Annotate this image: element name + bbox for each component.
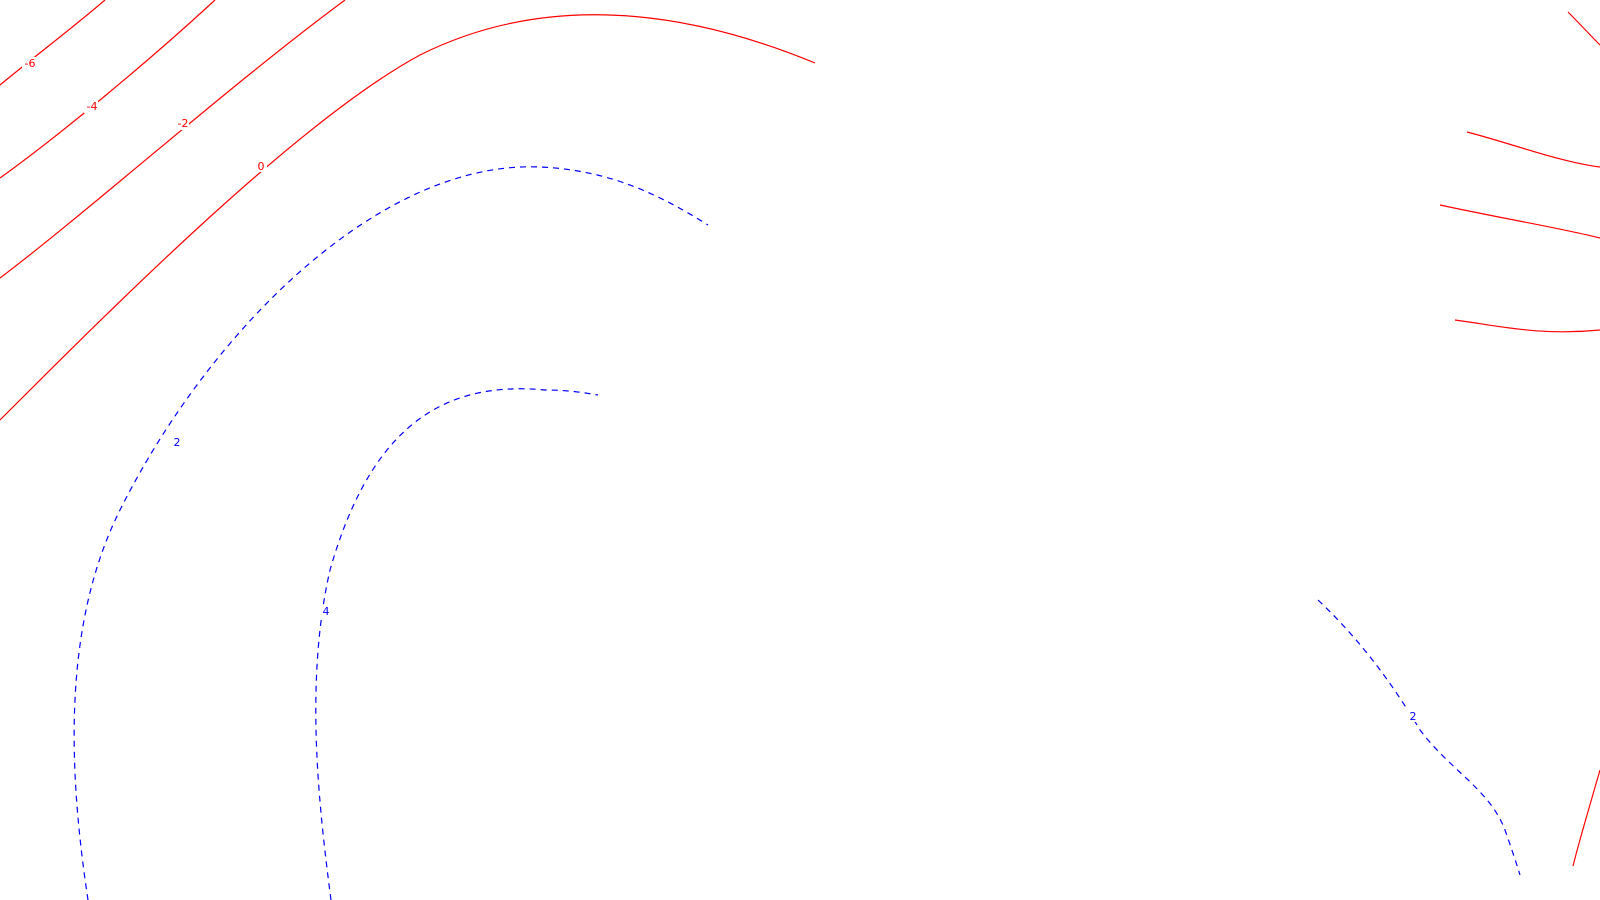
contour-label-pos4-group: 4 [320, 605, 332, 618]
contour-label-neg6-group: -6 [22, 57, 36, 70]
contour-line-neg2 [0, 0, 346, 279]
contour-label-neg6: -6 [25, 57, 36, 70]
contour-label-neg4-group: -4 [84, 100, 98, 113]
contour-line-right-top [1567, 11, 1600, 46]
contour-line-right-a [1466, 131, 1600, 168]
contour-line-pos2-right [1317, 599, 1521, 876]
contour-line-pos2-left [73, 166, 709, 900]
contour-line-neg6 [0, 0, 106, 86]
contour-label-zero: 0 [258, 160, 265, 173]
contour-label-neg4: -4 [87, 100, 98, 113]
contour-line-right-c [1454, 319, 1600, 333]
contour-line-zero [0, 14, 816, 421]
contour-label-neg2: -2 [178, 117, 189, 130]
contour-label-zero-group: 0 [255, 160, 267, 173]
contour-line-neg4 [0, 0, 216, 179]
contour-line-right-bottom [1572, 769, 1600, 867]
contour-label-pos2-right-group: 2 [1407, 710, 1419, 723]
contour-label-pos2-left-group: 2 [171, 436, 183, 449]
contour-label-neg2-group: -2 [175, 117, 189, 130]
contour-label-pos4: 4 [323, 605, 330, 618]
contour-line-right-b [1439, 204, 1600, 239]
contour-label-pos2-left: 2 [174, 436, 181, 449]
contour-label-pos2-right: 2 [1410, 710, 1417, 723]
contour-line-pos4 [315, 388, 599, 900]
